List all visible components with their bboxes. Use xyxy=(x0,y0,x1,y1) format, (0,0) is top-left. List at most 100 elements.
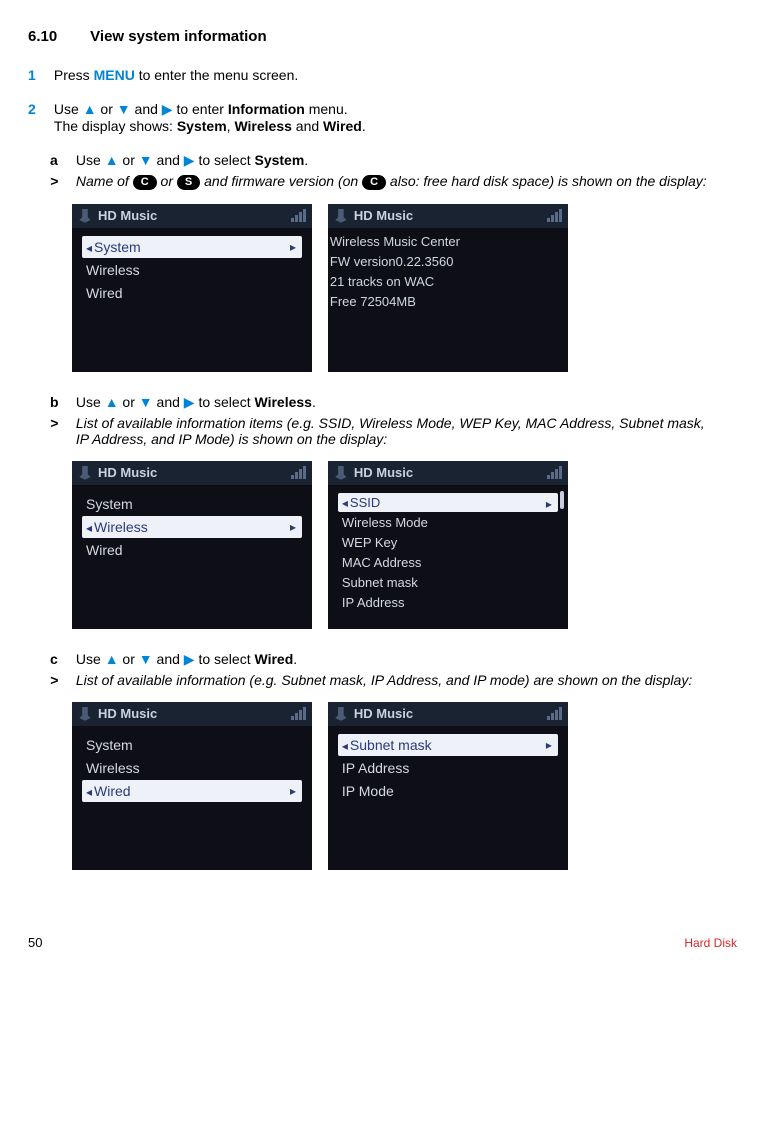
screen-list-item: ◂SSID▸ xyxy=(338,493,558,512)
text: also: free hard disk space) is shown on … xyxy=(386,173,707,189)
signal-icon xyxy=(547,466,562,479)
right-arrow-icon: ▶ xyxy=(162,101,173,117)
info-line: Wireless Music Center xyxy=(330,232,566,252)
down-arrow-icon: ▼ xyxy=(117,101,131,117)
text: or xyxy=(157,173,177,189)
substep-b: b Use ▲ or ▼ and ▶ to select Wireless. xyxy=(50,394,737,411)
screen-header: HD Music xyxy=(72,204,312,228)
screens-row-b: HD Music System◂Wireless▸Wired HD Music … xyxy=(72,461,737,629)
screen-list-item: Wired xyxy=(82,539,302,561)
text: Use xyxy=(54,101,83,117)
text: to enter the menu screen. xyxy=(135,67,298,83)
text: and firmware version (on xyxy=(200,173,362,189)
text: or xyxy=(97,101,117,117)
up-arrow-icon: ▲ xyxy=(105,651,119,667)
step-number: 2 xyxy=(28,101,50,117)
result-text: List of available information (e.g. Subn… xyxy=(76,672,714,688)
screen-list-item: Subnet mask xyxy=(338,573,558,592)
info-line: FW version0.22.3560 xyxy=(330,252,566,272)
text: and xyxy=(292,118,323,134)
step-1: 1 Press MENU to enter the menu screen. xyxy=(28,67,737,83)
text: and xyxy=(153,651,184,667)
substep-c-result: > List of available information (e.g. Su… xyxy=(50,672,737,688)
substep-body: Use ▲ or ▼ and ▶ to select Wired. xyxy=(76,651,714,668)
substep-c: c Use ▲ or ▼ and ▶ to select Wired. xyxy=(50,651,737,668)
signal-icon xyxy=(547,707,562,720)
list-item-label: IP Address xyxy=(342,595,405,610)
screen-header: HD Music xyxy=(328,204,568,228)
section-title: View system information xyxy=(90,28,266,45)
screen-list-item: IP Mode xyxy=(338,780,558,802)
left-caret-icon: ◂ xyxy=(86,785,92,799)
right-caret-icon: ▸ xyxy=(290,520,296,534)
bold-term: Wired xyxy=(323,118,362,134)
list-item-label: Wireless xyxy=(86,760,140,776)
text: or xyxy=(119,651,139,667)
left-caret-icon: ◂ xyxy=(86,241,92,255)
result-text: Name of C or S and firmware version (on … xyxy=(76,173,714,190)
list-item-label: Wireless xyxy=(86,262,140,278)
text: Use xyxy=(76,651,105,667)
result-marker: > xyxy=(50,415,72,431)
screen-title: HD Music xyxy=(354,208,413,223)
screen-list-item: Wireless xyxy=(82,259,302,281)
bold-term: Wired xyxy=(254,651,293,667)
step-2: 2 Use ▲ or ▼ and ▶ to enter Information … xyxy=(28,101,737,134)
list-item-label: Subnet mask xyxy=(350,737,432,753)
result-marker: > xyxy=(50,672,72,688)
screen-list-item: MAC Address xyxy=(338,553,558,572)
signal-icon xyxy=(291,209,306,222)
screen-title: HD Music xyxy=(98,706,157,721)
left-caret-icon: ◂ xyxy=(342,496,348,510)
music-note-icon xyxy=(78,466,92,480)
up-arrow-icon: ▲ xyxy=(105,394,119,410)
list-item-label: IP Mode xyxy=(342,783,394,799)
device-screen-left: HD Music SystemWireless◂Wired▸ xyxy=(72,702,312,870)
page-footer: 50 Hard Disk xyxy=(28,930,737,950)
substep-b-result: > List of available information items (e… xyxy=(50,415,737,447)
menu-keyword: MENU xyxy=(94,67,135,83)
right-arrow-icon: ▶ xyxy=(184,152,195,168)
section-heading: 6.10 View system information xyxy=(28,28,737,45)
device-screen-left: HD Music ◂System▸WirelessWired xyxy=(72,204,312,372)
screen-title: HD Music xyxy=(354,706,413,721)
screen-list-item: Wired xyxy=(82,282,302,304)
right-caret-icon: ▸ xyxy=(290,240,296,254)
substep-a: a Use ▲ or ▼ and ▶ to select System. xyxy=(50,152,737,169)
device-screen-right: HD Music ◂SSID▸Wireless ModeWEP KeyMAC A… xyxy=(328,461,568,629)
device-screen-left: HD Music System◂Wireless▸Wired xyxy=(72,461,312,629)
device-screen-right: HD Music Wireless Music CenterFW version… xyxy=(328,204,568,372)
text: The display shows: xyxy=(54,118,177,134)
screens-row-a: HD Music ◂System▸WirelessWired HD Music … xyxy=(72,204,737,372)
badge-c: C xyxy=(133,175,157,190)
text: and xyxy=(131,101,162,117)
screen-list-item: System xyxy=(82,734,302,756)
screen-header: HD Music xyxy=(72,702,312,726)
screen-body: SystemWireless◂Wired▸ xyxy=(72,726,312,811)
bold-term: Wireless xyxy=(254,394,311,410)
signal-icon xyxy=(291,466,306,479)
bold-term: System xyxy=(254,152,304,168)
list-item-label: Wired xyxy=(86,285,123,301)
substep-letter: a xyxy=(50,152,72,168)
page-number: 50 xyxy=(28,935,42,950)
list-item-label: WEP Key xyxy=(342,535,397,550)
screen-list-item: ◂Wireless▸ xyxy=(82,516,302,538)
screen-body: System◂Wireless▸Wired xyxy=(72,485,312,570)
result-marker: > xyxy=(50,173,72,189)
list-item-label: Wired xyxy=(86,542,123,558)
list-item-label: Subnet mask xyxy=(342,575,418,590)
substep-a-result: > Name of C or S and firmware version (o… xyxy=(50,173,737,190)
screen-title: HD Music xyxy=(98,208,157,223)
list-item-label: System xyxy=(86,737,133,753)
text: or xyxy=(119,152,139,168)
signal-icon xyxy=(547,209,562,222)
substep-letter: b xyxy=(50,394,72,410)
screen-list-item: IP Address xyxy=(338,593,558,612)
music-note-icon xyxy=(78,707,92,721)
list-item-label: Wired xyxy=(94,783,131,799)
right-arrow-icon: ▶ xyxy=(184,394,195,410)
text: . xyxy=(362,118,366,134)
list-item-label: SSID xyxy=(350,495,380,510)
list-item-label: Wireless xyxy=(94,519,148,535)
